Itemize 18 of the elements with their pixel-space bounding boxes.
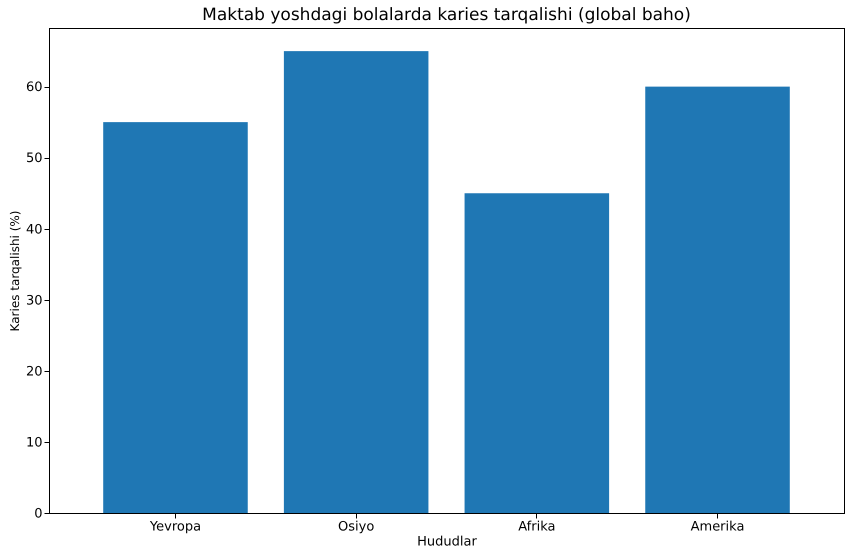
y-tick-label: 50 <box>26 151 42 166</box>
chart-title: Maktab yoshdagi bolalarda karies tarqalishi (global baho) <box>202 5 691 25</box>
y-tick-label: 60 <box>26 80 42 96</box>
x-tick-label: Afrika <box>518 520 556 534</box>
y-tick-label: 10 <box>26 435 42 450</box>
x-tick-label: Yevropa <box>148 520 202 534</box>
y-tick-label: 40 <box>26 222 42 238</box>
y-axis-title: Karies tarqalishi (%) <box>8 210 22 332</box>
bar <box>284 51 428 513</box>
x-tick-label: Osiyo <box>338 520 374 534</box>
y-tick-label: 20 <box>26 364 42 380</box>
x-tick-label: Amerika <box>690 520 744 534</box>
y-tick-label: 30 <box>26 293 42 308</box>
y-tick-label: 0 <box>34 506 42 522</box>
bar <box>645 86 790 513</box>
bar <box>103 122 248 513</box>
bar <box>464 193 610 513</box>
x-axis-title: Hududlar <box>417 534 478 550</box>
